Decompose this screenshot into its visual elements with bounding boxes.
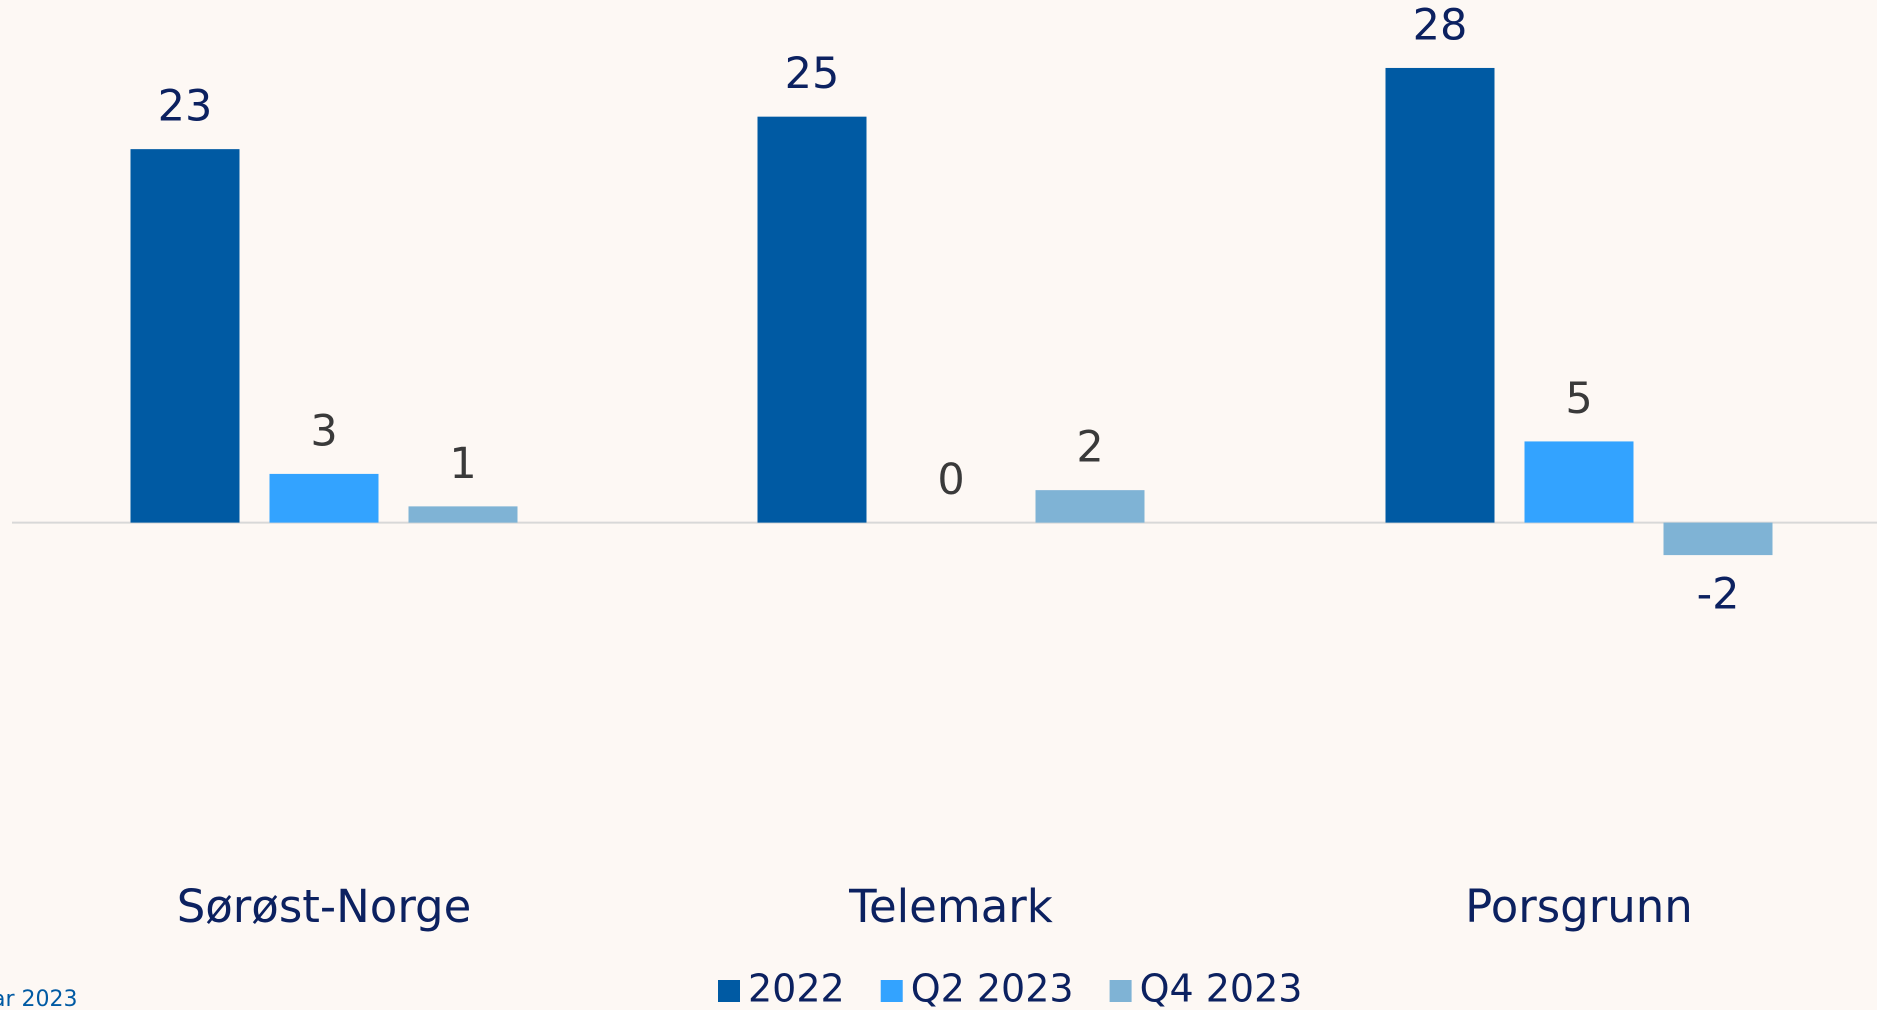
bar (1524, 441, 1634, 523)
data-label: 25 (785, 49, 840, 99)
bar (130, 149, 240, 523)
data-label: 0 (937, 455, 964, 505)
legend-swatch (880, 980, 903, 1002)
footnote: ar 2023 (0, 987, 78, 1010)
data-label: 5 (1565, 374, 1592, 424)
legend-label: 2022 (748, 967, 845, 1010)
legend-label: Q4 2023 (1140, 967, 1303, 1010)
bar (408, 506, 518, 523)
data-label: -2 (1697, 570, 1740, 620)
data-label: 2 (1076, 423, 1103, 473)
data-label: 3 (310, 406, 337, 456)
legend-swatch (718, 980, 740, 1002)
legend-label: Q2 2023 (911, 967, 1074, 1010)
bar (757, 116, 867, 523)
x-tick-label: Porsgrunn (1465, 880, 1693, 933)
legend-swatch (1109, 980, 1132, 1002)
bar (269, 473, 379, 523)
x-tick-label: Sørøst-Norge (177, 880, 472, 933)
bar (1385, 67, 1495, 523)
data-label: 28 (1413, 0, 1468, 50)
bar (1035, 490, 1145, 523)
data-label: 1 (449, 439, 476, 489)
x-tick-label: Telemark (848, 880, 1053, 933)
data-label: 23 (158, 82, 213, 132)
bar (1663, 522, 1773, 556)
